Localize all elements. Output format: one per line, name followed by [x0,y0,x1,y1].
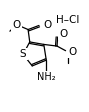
Text: O: O [2,21,9,30]
Text: O: O [12,20,21,30]
Text: O: O [44,20,52,30]
Text: O: O [60,29,68,39]
Text: H–Cl: H–Cl [56,15,79,25]
Text: NH₂: NH₂ [37,72,56,82]
Text: S: S [20,49,26,59]
Text: O: O [69,47,77,57]
